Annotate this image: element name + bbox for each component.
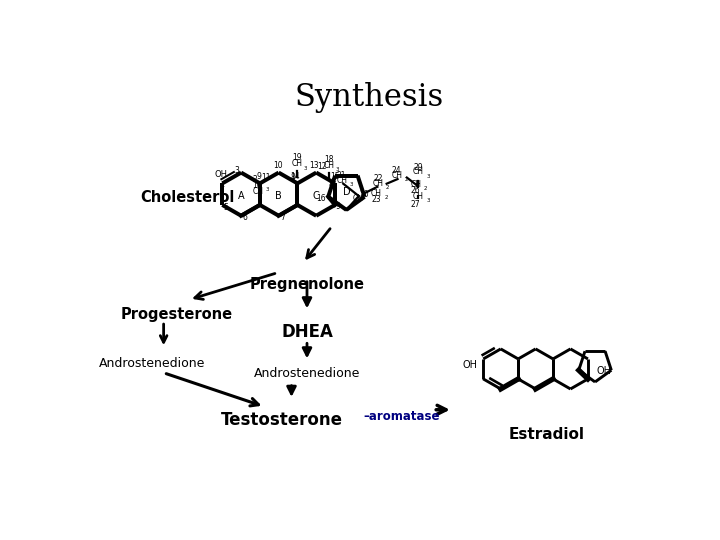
Text: 12: 12 bbox=[317, 162, 326, 171]
Text: 2: 2 bbox=[253, 175, 258, 184]
Text: Pregnenolone: Pregnenolone bbox=[250, 276, 364, 292]
Text: Cholesterol: Cholesterol bbox=[140, 190, 235, 205]
Text: Testosterone: Testosterone bbox=[220, 411, 343, 429]
Text: 7: 7 bbox=[280, 213, 285, 221]
Text: 9: 9 bbox=[256, 172, 261, 181]
Text: 2: 2 bbox=[424, 186, 428, 191]
Text: CH: CH bbox=[353, 194, 364, 204]
Text: Androstenedione: Androstenedione bbox=[254, 367, 360, 380]
Text: Estradiol: Estradiol bbox=[509, 427, 585, 442]
Text: Progesterone: Progesterone bbox=[121, 307, 233, 322]
Text: Androstenedione: Androstenedione bbox=[99, 357, 205, 370]
Text: CH: CH bbox=[336, 176, 347, 185]
Text: OH: OH bbox=[214, 170, 228, 179]
Text: 15: 15 bbox=[330, 172, 340, 181]
Text: 14: 14 bbox=[290, 172, 300, 181]
Text: 2: 2 bbox=[386, 185, 390, 190]
Text: A: A bbox=[238, 191, 244, 201]
Text: 26: 26 bbox=[410, 186, 420, 195]
Text: CH: CH bbox=[413, 167, 424, 177]
Text: 10: 10 bbox=[273, 161, 283, 170]
Text: CH: CH bbox=[253, 187, 264, 196]
Text: CH: CH bbox=[410, 180, 422, 189]
Text: 5: 5 bbox=[223, 202, 228, 212]
Text: 24: 24 bbox=[392, 166, 402, 175]
Text: 10: 10 bbox=[252, 181, 261, 190]
Text: 8: 8 bbox=[329, 180, 333, 189]
Text: OH: OH bbox=[597, 366, 611, 376]
Text: DHEA: DHEA bbox=[281, 323, 333, 341]
Text: 3: 3 bbox=[349, 182, 353, 187]
Text: 3: 3 bbox=[336, 167, 339, 172]
Text: 13: 13 bbox=[309, 161, 319, 170]
Text: 2: 2 bbox=[405, 178, 408, 183]
Text: CH: CH bbox=[413, 192, 424, 201]
Text: 19: 19 bbox=[292, 153, 302, 163]
Text: 16: 16 bbox=[316, 194, 326, 202]
Text: 21: 21 bbox=[337, 171, 346, 180]
Text: CH: CH bbox=[323, 161, 334, 170]
Text: 4: 4 bbox=[220, 181, 225, 190]
Text: B: B bbox=[275, 191, 282, 201]
Text: 3: 3 bbox=[266, 187, 269, 192]
Text: 3: 3 bbox=[234, 166, 239, 176]
Text: D: D bbox=[343, 187, 350, 198]
Text: 29: 29 bbox=[413, 163, 423, 172]
Text: –aromatase: –aromatase bbox=[364, 410, 440, 423]
Text: Synthesis: Synthesis bbox=[294, 82, 444, 113]
Text: CH: CH bbox=[291, 159, 302, 168]
Text: 3: 3 bbox=[426, 198, 430, 203]
Text: CH: CH bbox=[391, 171, 402, 180]
Text: 18: 18 bbox=[324, 155, 333, 164]
Text: 23: 23 bbox=[371, 195, 381, 204]
Text: 9: 9 bbox=[336, 202, 341, 211]
Text: 22: 22 bbox=[374, 174, 383, 184]
Text: OH: OH bbox=[462, 360, 477, 370]
Text: 27: 27 bbox=[410, 200, 420, 209]
Text: 20: 20 bbox=[359, 190, 369, 199]
Text: 3: 3 bbox=[304, 166, 307, 171]
Text: 11: 11 bbox=[261, 173, 271, 181]
Text: 6: 6 bbox=[243, 213, 248, 221]
Text: 2: 2 bbox=[384, 195, 388, 200]
Text: C: C bbox=[312, 191, 320, 201]
Text: CH: CH bbox=[373, 179, 384, 188]
Text: 8: 8 bbox=[290, 173, 295, 181]
Text: CH: CH bbox=[371, 189, 382, 198]
Text: 3: 3 bbox=[426, 173, 430, 179]
